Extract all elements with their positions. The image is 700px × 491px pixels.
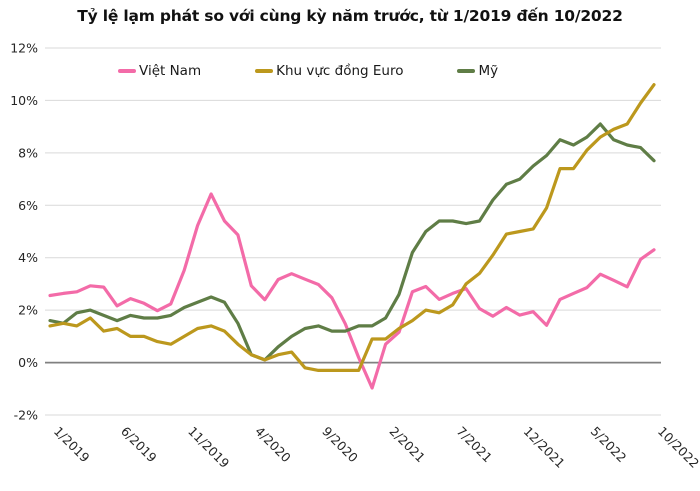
x-tick-label: 1/2019	[51, 424, 93, 466]
series-line-1	[48, 192, 656, 390]
legend-label-us: Mỹ	[478, 63, 499, 79]
legend-label-vietnam: Việt Nam	[139, 63, 202, 79]
y-tick-label: 10%	[10, 93, 38, 108]
legend-item-vietnam: Việt Nam	[118, 63, 201, 79]
series-line-3	[48, 122, 656, 362]
y-tick-label: -2%	[14, 408, 38, 423]
y-tick-label: 6%	[18, 198, 38, 213]
legend-item-us: Mỹ	[457, 63, 498, 79]
y-tick-label: 4%	[18, 250, 38, 265]
y-tick-label: 8%	[18, 145, 38, 160]
chart-title: Tỷ lệ lạm phát so với cùng kỳ năm trước,…	[77, 7, 623, 25]
x-tick-label: 2/2021	[386, 424, 428, 466]
x-tick-label: 9/2020	[319, 424, 361, 466]
legend-item-eurozone: Khu vực đồng Euro	[255, 63, 403, 79]
x-tick-label: 12/2021	[521, 424, 568, 471]
y-tick-label: 0%	[18, 355, 38, 370]
x-tick-label: 5/2022	[588, 424, 630, 466]
x-tick-label: 4/2020	[252, 424, 294, 466]
series-line-2	[48, 83, 656, 372]
x-tick-label: 11/2019	[185, 424, 232, 471]
y-tick-label: 2%	[18, 303, 38, 318]
x-tick-label: 6/2019	[118, 424, 160, 466]
x-tick-label: 10/2022	[655, 424, 700, 471]
legend-line-swatch-eurozone	[255, 69, 274, 73]
legend-line-swatch-us	[457, 69, 476, 73]
legend-line-swatch-vietnam	[118, 69, 136, 73]
x-tick-label: 7/2021	[454, 424, 496, 466]
legend-label-eurozone: Khu vực đồng Euro	[276, 63, 404, 79]
chart-legend: Việt Nam Khu vực đồng Euro Mỹ	[118, 63, 498, 79]
y-tick-label: 12%	[10, 41, 38, 56]
